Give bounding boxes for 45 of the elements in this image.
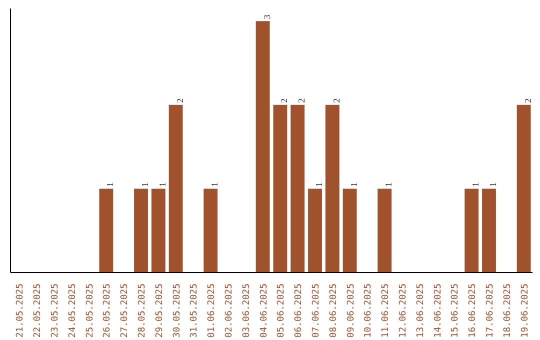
x-tick-label: 12.06.2025: [398, 283, 408, 338]
x-tick-label: 01.06.2025: [207, 283, 218, 338]
x-tick-label: 27.05.2025: [120, 283, 130, 338]
x-tick-label: 16.06.2025: [468, 283, 478, 338]
data-label: 1: [384, 182, 394, 187]
data-label: 1: [157, 182, 168, 187]
data-label: 1: [488, 182, 498, 187]
x-tick-label: 04.06.2025: [259, 283, 270, 338]
data-label: 2: [279, 98, 290, 103]
x-tick-label: 17.06.2025: [486, 283, 496, 338]
data-label: 3: [262, 14, 272, 20]
x-tick-label: 07.06.2025: [312, 283, 322, 338]
x-tick-label: 24.05.2025: [68, 283, 78, 338]
x-tick-label: 26.05.2025: [102, 283, 113, 338]
x-tick-label: 19.06.2025: [520, 283, 530, 338]
data-label: 1: [348, 182, 359, 187]
data-label: 2: [331, 98, 342, 103]
data-label: 1: [105, 182, 116, 187]
x-tick-label: 13.06.2025: [416, 283, 426, 338]
data-label: 2: [296, 98, 307, 103]
x-tick-label: 18.06.2025: [502, 283, 513, 338]
x-tick-label: 14.06.2025: [433, 283, 444, 338]
data-label: 2: [174, 98, 185, 103]
x-tick-label: 22.05.2025: [33, 283, 44, 338]
x-tick-label: 30.05.2025: [172, 283, 182, 338]
x-tick-label: 28.05.2025: [138, 283, 148, 338]
x-tick-label: 06.06.2025: [294, 283, 304, 338]
x-tick-label: 31.05.2025: [190, 283, 200, 338]
x-tick-label: 02.06.2025: [224, 283, 234, 338]
x-tick-label: 10.06.2025: [364, 283, 374, 338]
data-label: 1: [314, 182, 324, 187]
data-label: 1: [210, 182, 220, 187]
x-tick-label: 15.06.2025: [450, 283, 461, 338]
x-tick-label: 29.05.2025: [154, 283, 165, 338]
x-tick-label: 09.06.2025: [346, 283, 356, 338]
x-tick-label: 03.06.2025: [242, 283, 252, 338]
x-tick-label: 21.05.2025: [16, 283, 26, 338]
x-tick-label: 08.06.2025: [328, 283, 339, 338]
x-tick-label: 25.05.2025: [85, 283, 96, 338]
x-tick-label: 23.05.2025: [50, 283, 60, 338]
x-tick-label: 11.06.2025: [381, 283, 392, 338]
data-label: 1: [470, 182, 481, 187]
x-tick-label: 05.06.2025: [276, 283, 287, 338]
data-label: 1: [140, 182, 150, 187]
data-label: 2: [522, 98, 533, 103]
